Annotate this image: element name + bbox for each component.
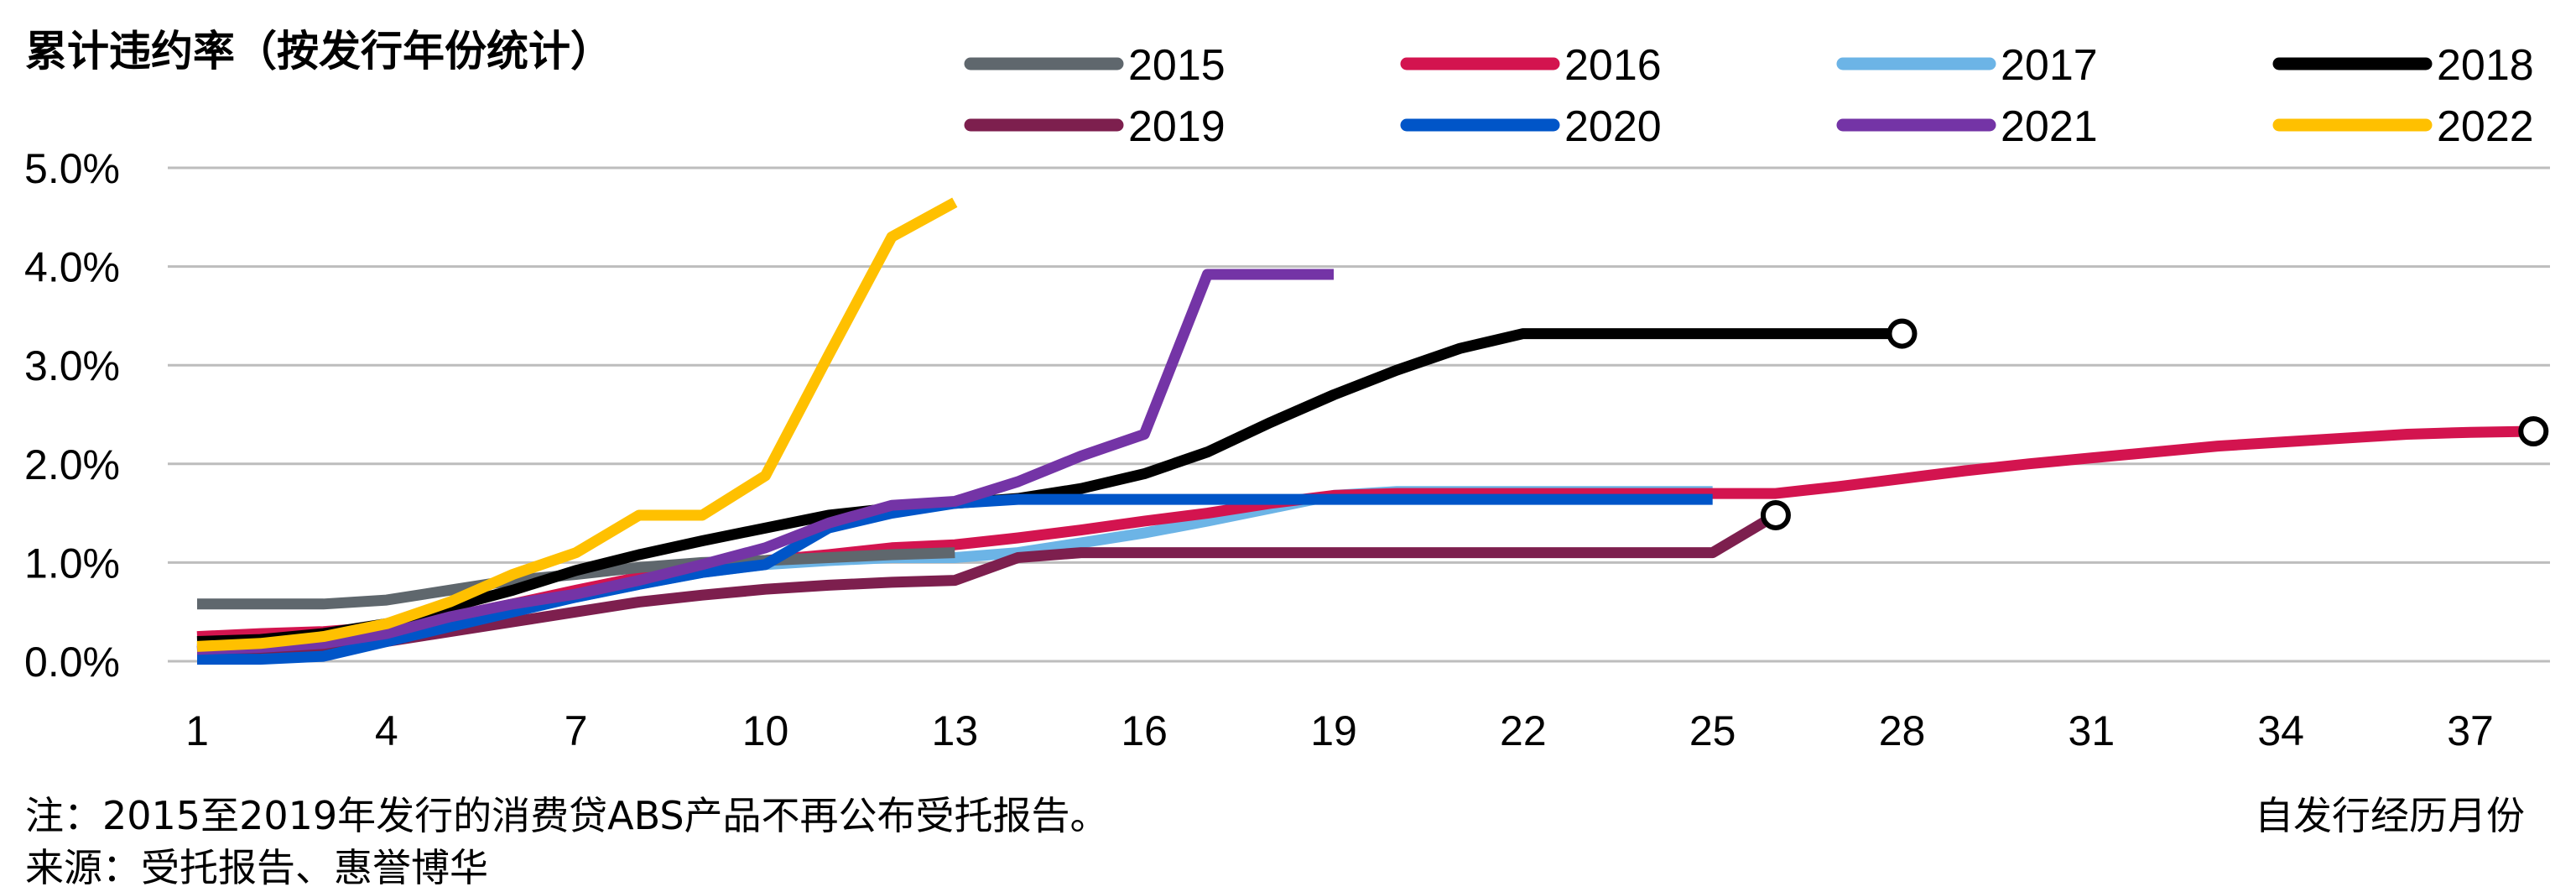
legend-label-2016: 2016 [1564, 41, 1662, 90]
x-tick-label: 28 [1879, 707, 1926, 754]
y-tick-label: 5.0% [24, 145, 120, 192]
x-tick-label: 13 [932, 707, 979, 754]
legend-label-2019: 2019 [1128, 102, 1226, 151]
y-tick-label: 1.0% [24, 540, 120, 587]
x-axis-tick-labels: 1 4 7 10 13 16 19 22 25 28 31 34 37 [185, 707, 2494, 754]
legend-label-2015: 2015 [1128, 41, 1226, 90]
x-tick-label: 1 [185, 707, 209, 754]
legend-label-2022: 2022 [2437, 102, 2534, 151]
x-tick-label: 31 [2069, 707, 2115, 754]
x-tick-label: 34 [2257, 707, 2304, 754]
legend-label-2021: 2021 [2001, 102, 2098, 151]
series-lines [196, 197, 2534, 665]
end-marker-2018 [1886, 318, 1918, 349]
source-note: 来源：受托报告、惠誉博华 [25, 845, 488, 890]
legend-label-2018: 2018 [2437, 41, 2534, 90]
y-tick-label: 0.0% [24, 639, 120, 686]
x-tick-label: 22 [1500, 707, 1547, 754]
end-marker-2019 [1760, 499, 1791, 530]
x-tick-label: 19 [1310, 707, 1357, 754]
series-line-2022 [196, 197, 958, 652]
legend-label-2017: 2017 [2001, 41, 2098, 90]
grid-lines [168, 166, 2550, 663]
x-tick-label: 37 [2447, 707, 2494, 754]
y-axis-tick-labels: 0.0% 1.0% 2.0% 3.0% 4.0% 5.0% [24, 145, 120, 686]
x-tick-label: 10 [742, 707, 789, 754]
y-tick-label: 2.0% [24, 441, 120, 488]
chart-title: 累计违约率（按发行年份统计） [25, 27, 612, 76]
x-tick-label: 16 [1121, 707, 1168, 754]
y-tick-label: 3.0% [24, 342, 120, 389]
series-line-2015 [197, 547, 955, 610]
x-axis-label: 自发行经历月份 [2255, 793, 2525, 838]
y-tick-label: 4.0% [24, 244, 120, 291]
x-tick-label: 7 [565, 707, 588, 754]
legend-label-2020: 2020 [1564, 102, 1662, 151]
series-line-2021 [196, 269, 1334, 655]
x-tick-label: 4 [375, 707, 398, 754]
series-end-markers [1760, 318, 2549, 530]
legend: 2015 2016 2017 2018 2019 2020 2021 2022 [964, 41, 2534, 151]
footnote: 注：2015至2019年发行的消费贷ABS产品不再公布受托报告。 [25, 793, 1109, 838]
x-tick-label: 25 [1689, 707, 1736, 754]
end-marker-2016 [2518, 415, 2549, 446]
